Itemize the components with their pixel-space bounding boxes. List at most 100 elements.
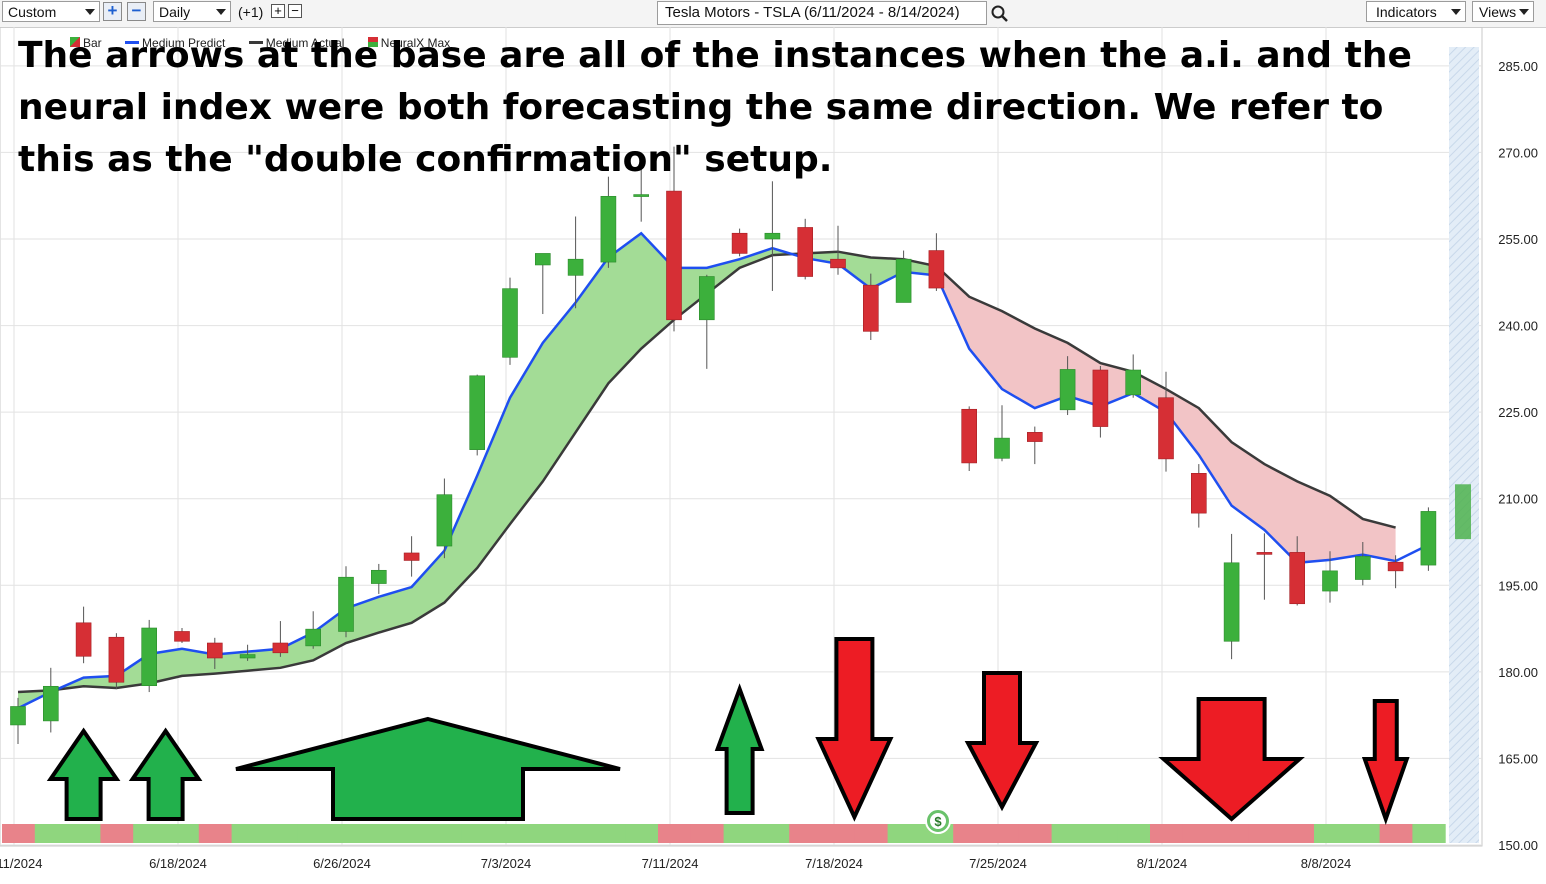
signal-cell-red — [1215, 824, 1249, 843]
candle — [403, 536, 420, 577]
candle — [338, 566, 354, 638]
fill-band-bear — [936, 266, 1396, 563]
x-tick-label: 6/18/2024 — [149, 856, 207, 871]
symbol-title-field[interactable]: Tesla Motors - TSLA (6/11/2024 - 8/14/20… — [657, 1, 987, 25]
y-tick-label: 240.00 — [1498, 319, 1538, 334]
legend-swatch-predict — [125, 41, 140, 44]
signal-cell-green — [34, 824, 69, 843]
legend-swatch-bar — [70, 37, 80, 47]
candle — [1420, 507, 1437, 571]
plus-icon: + — [107, 1, 118, 20]
candle-body-up — [633, 194, 650, 197]
forecast-candle — [1455, 484, 1471, 540]
candle-body-down — [928, 250, 945, 289]
candle-body-down — [207, 642, 223, 659]
candle-body-up — [338, 576, 354, 632]
candle — [75, 606, 92, 664]
candle-body-up — [1223, 562, 1240, 642]
chart-legend: Bar Medium Predict Medium Actual NeuralX… — [70, 36, 450, 50]
period-select-value: Custom — [8, 4, 57, 20]
minus-icon: − — [131, 1, 142, 20]
plot-border — [0, 27, 1483, 847]
y-tick-label: 210.00 — [1498, 492, 1538, 507]
signal-cell-green — [395, 824, 429, 843]
indicators-dropdown[interactable]: Indicators — [1366, 1, 1466, 22]
date-axis: 6/11/2024 6/18/2024 6/26/2024 7/3/2024 7/11/… — [0, 856, 1351, 871]
candle-body-down — [108, 636, 125, 683]
search-icon[interactable] — [990, 4, 1010, 24]
candle — [1027, 426, 1043, 465]
x-tick-label: 7/11/2024 — [642, 856, 699, 871]
candle-body-down — [403, 552, 420, 561]
legend-neuralx-max: NeuralX Max — [380, 36, 451, 50]
candle-body-up — [994, 437, 1010, 459]
candle-body-down — [1158, 397, 1174, 460]
candle-body-down — [797, 227, 814, 277]
candle — [1289, 536, 1305, 606]
candle — [928, 233, 945, 291]
candle — [797, 218, 814, 280]
signal-cell-green — [1412, 824, 1446, 843]
signal-cell-red — [789, 824, 823, 843]
dividend-marker[interactable]: $ — [925, 808, 951, 834]
period-select[interactable]: Custom — [2, 1, 100, 22]
signal-cell-red — [1248, 824, 1282, 843]
signal-cell-green — [1117, 824, 1151, 843]
signal-cell-red — [1018, 824, 1053, 843]
views-dropdown[interactable]: Views — [1472, 1, 1534, 22]
zoom-out-button[interactable]: − — [127, 2, 146, 21]
chevron-down-icon — [1519, 9, 1529, 15]
candle — [1223, 533, 1240, 660]
candle-body-up — [141, 627, 157, 687]
candle-body-up — [895, 258, 912, 303]
candle — [1125, 354, 1141, 398]
candle-body-up — [305, 628, 322, 647]
candle-body-up — [436, 494, 453, 547]
candle — [994, 405, 1010, 462]
arrow-up-icon — [714, 683, 765, 815]
candle-body-down — [862, 284, 879, 332]
arrow-down-icon — [964, 671, 1040, 812]
candle — [1092, 365, 1109, 438]
legend-swatch-neuralx — [367, 37, 378, 47]
arrow-down-icon — [1158, 697, 1305, 822]
fill-band-bull — [50, 233, 937, 693]
price-chart[interactable]: 285.00 270.00 255.00 240.00 225.00 210.00 195.… — [0, 27, 1546, 884]
signal-cell-green — [1084, 824, 1118, 843]
candle — [10, 697, 26, 744]
chevron-down-icon — [85, 9, 95, 15]
zoom-in-button[interactable]: + — [103, 2, 122, 21]
candle-body-up — [502, 288, 518, 358]
candle — [1191, 464, 1207, 528]
signal-cell-green — [133, 824, 167, 843]
x-tick-label: 8/8/2024 — [1301, 856, 1352, 871]
candle-body-down — [174, 631, 190, 642]
signal-cell-green — [1314, 824, 1348, 843]
candle-body-up — [1420, 511, 1437, 566]
candle — [1387, 555, 1404, 589]
candle — [830, 225, 846, 275]
signal-cell-green — [264, 824, 298, 843]
x-tick-label: 7/3/2024 — [481, 856, 532, 871]
signal-cell-red — [1281, 824, 1315, 843]
offset-decrease-button[interactable]: − — [288, 4, 302, 18]
interval-select[interactable]: Daily — [153, 1, 231, 22]
candle-body-up — [600, 195, 617, 263]
arrow-down-icon — [1361, 699, 1410, 826]
signal-cell-green — [625, 824, 659, 843]
signal-cell-green — [592, 824, 626, 843]
candle — [141, 619, 157, 693]
offset-increase-button[interactable]: + — [271, 4, 285, 18]
signal-cell-green — [723, 824, 757, 843]
offset-label: (+1) — [238, 4, 264, 20]
signal-cell-red — [1182, 824, 1217, 843]
candle — [895, 250, 912, 303]
candle-body-up — [567, 258, 584, 276]
candle-body-up — [1125, 369, 1141, 396]
y-tick-label: 165.00 — [1498, 751, 1538, 766]
interval-select-value: Daily — [159, 4, 191, 20]
candle — [633, 166, 650, 222]
legend-swatch-actual — [248, 41, 263, 44]
candle-body-up — [370, 569, 387, 584]
candle-body-up — [1322, 570, 1338, 592]
